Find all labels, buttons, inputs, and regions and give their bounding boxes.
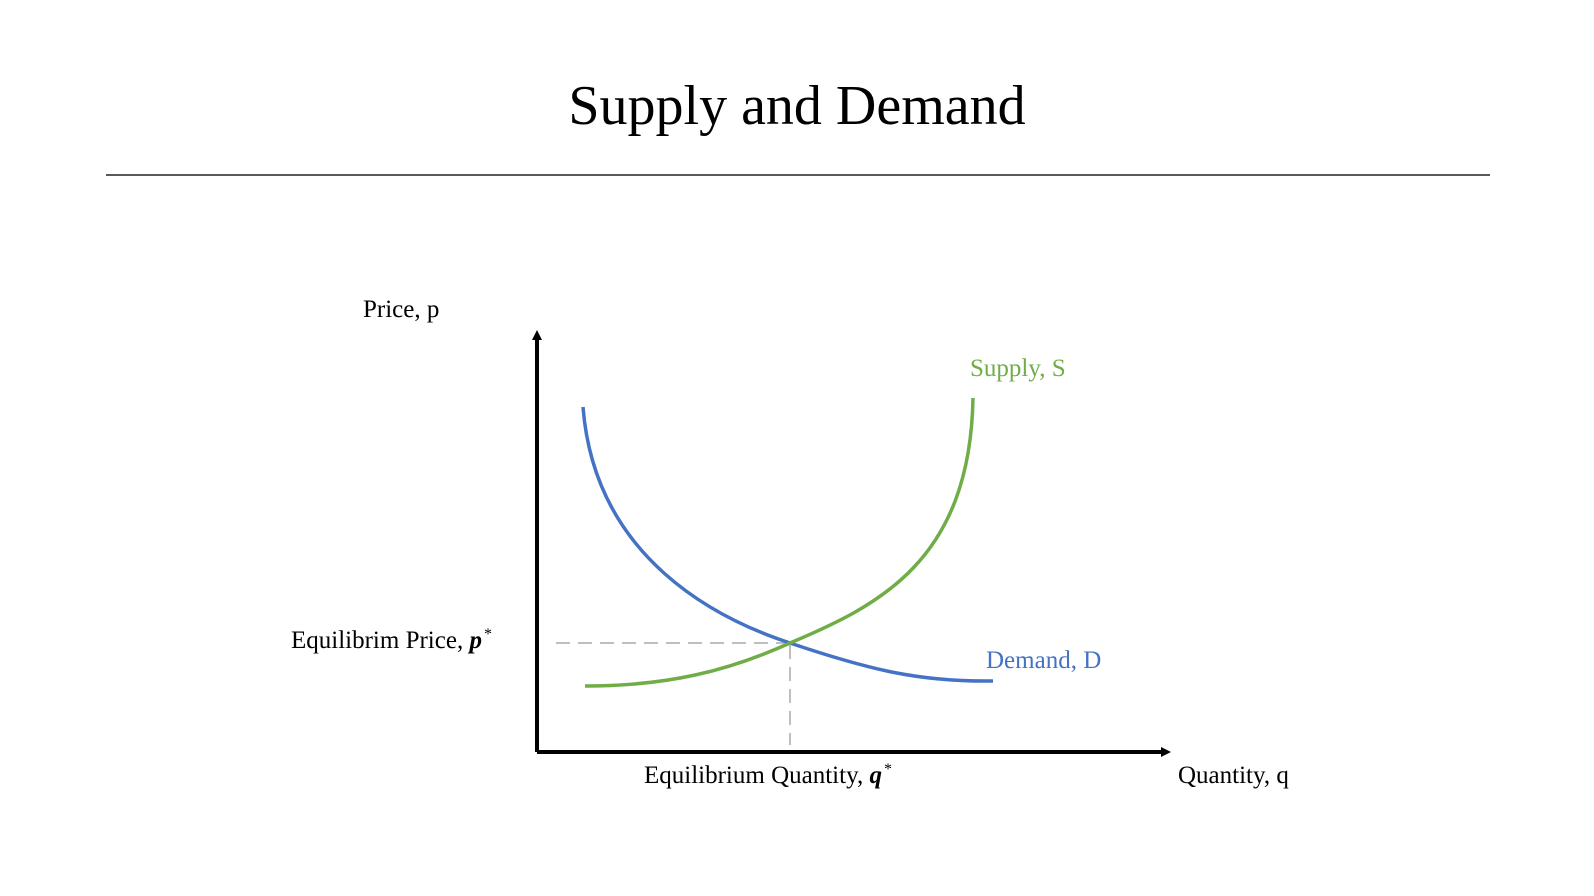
equilibrium-price-text: Equilibrim Price, (291, 627, 470, 654)
price-symbol: p (469, 627, 482, 654)
y-axis-label: Price, p (363, 296, 440, 323)
equilibrium-price-label: Equilibrim Price, p * (291, 626, 492, 656)
equilibrium-quantity-text: Equilibrium Quantity, (644, 762, 870, 789)
price-star: * (483, 625, 492, 643)
slide-title: Supply and Demand (568, 75, 1026, 137)
demand-label: Demand, D (986, 647, 1102, 674)
supply-label: Supply, S (970, 355, 1066, 382)
demand-curve (581, 406, 994, 683)
supply-curve (584, 397, 975, 688)
quantity-star: * (883, 760, 892, 778)
equilibrium-quantity-label: Equilibrium Quantity, q * (644, 761, 892, 791)
x-axis-label: Quantity, q (1178, 762, 1289, 789)
title-divider (106, 174, 1490, 176)
quantity-symbol: q (869, 762, 882, 789)
